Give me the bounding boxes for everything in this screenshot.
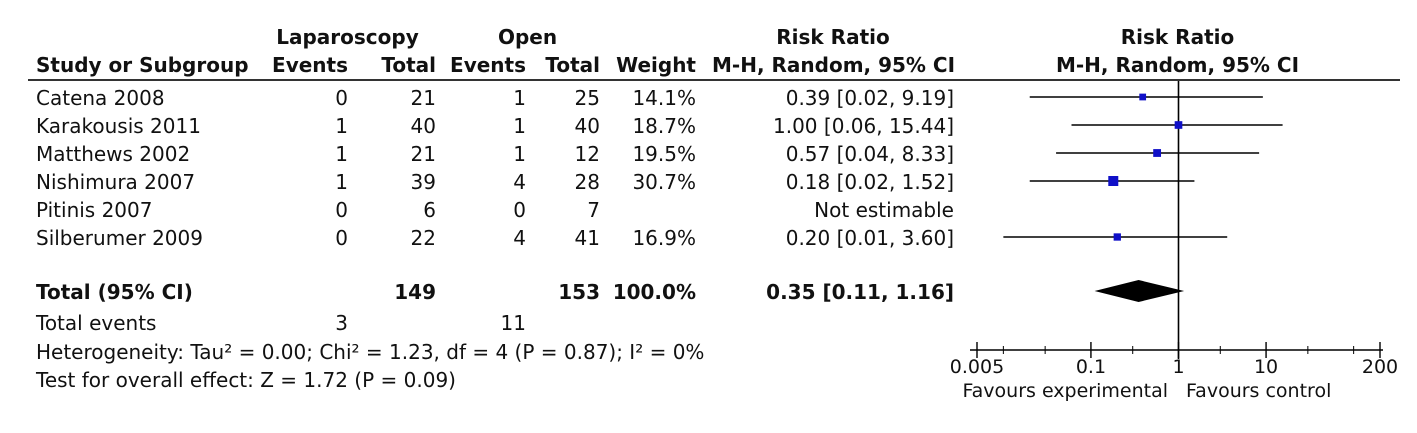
events1-cell: 0: [335, 226, 348, 250]
study-header: Study or Subgroup: [36, 53, 249, 77]
study-name: Catena 2008: [36, 86, 165, 110]
total1-cell: 21: [410, 86, 436, 110]
total-weight: 100.0%: [612, 280, 696, 304]
total1-cell: 6: [423, 198, 436, 222]
rr-method-header: M-H, Random, 95% CI: [712, 53, 956, 77]
total1-cell: 21: [410, 142, 436, 166]
weight-header: Weight: [616, 53, 696, 77]
events2-cell: 4: [513, 170, 526, 194]
total2-cell: 25: [574, 86, 600, 110]
favours-control-label: Favours control: [1186, 380, 1331, 402]
rr-cell: 0.39 [0.02, 9.19]: [785, 86, 954, 110]
rr-cell: 1.00 [0.06, 15.44]: [773, 114, 954, 138]
weight-cell: 18.7%: [632, 114, 696, 138]
total2-cell: 40: [574, 114, 600, 138]
events2-cell: 0: [513, 198, 526, 222]
x-tick-label: 200: [1362, 356, 1398, 378]
favours-experimental-label: Favours experimental: [962, 380, 1168, 402]
overall-effect-text: Test for overall effect: Z = 1.72 (P = 0…: [36, 368, 456, 392]
group1-header: Laparoscopy: [276, 25, 419, 49]
total-events2: 11: [500, 311, 526, 335]
group2-header: Open: [497, 25, 558, 49]
events1-cell: 1: [335, 142, 348, 166]
total1-cell: 40: [410, 114, 436, 138]
pooled-diamond: [1094, 280, 1185, 302]
study-name: Silberumer 2009: [36, 226, 203, 250]
total2-sum: 153: [558, 280, 600, 304]
total1-cell: 39: [410, 170, 436, 194]
total2-header: Total: [545, 53, 600, 77]
total1-header: Total: [381, 53, 436, 77]
plot-subtitle: M-H, Random, 95% CI: [1055, 53, 1300, 77]
x-tick-label: 1: [1172, 356, 1184, 378]
x-tick-label: 0.1: [1076, 356, 1106, 378]
study-name: Nishimura 2007: [36, 170, 196, 194]
events2-cell: 1: [513, 114, 526, 138]
study-name: Matthews 2002: [36, 142, 191, 166]
study-marker: [1113, 233, 1121, 241]
events1-cell: 0: [335, 198, 348, 222]
rr-cell: 0.20 [0.01, 3.60]: [785, 226, 954, 250]
x-tick-label: 10: [1254, 356, 1278, 378]
total-label: Total (95% CI): [36, 280, 193, 304]
total1-cell: 22: [410, 226, 436, 250]
rr-cell: Not estimable: [814, 198, 954, 222]
events2-cell: 1: [513, 142, 526, 166]
events1-header: Events: [272, 53, 348, 77]
total-events1: 3: [335, 311, 348, 335]
study-marker: [1108, 176, 1119, 186]
total2-cell: 7: [587, 198, 600, 222]
total-rr: 0.35 [0.11, 1.16]: [766, 280, 954, 304]
rr-cell: 0.18 [0.02, 1.52]: [785, 170, 954, 194]
heterogeneity-text: Heterogeneity: Tau² = 0.00; Chi² = 1.23,…: [36, 340, 705, 364]
total-events-label: Total events: [36, 311, 157, 335]
total2-cell: 41: [574, 226, 600, 250]
study-name: Pitinis 2007: [36, 198, 153, 222]
events1-cell: 1: [335, 114, 348, 138]
study-marker: [1153, 149, 1162, 157]
weight-cell: 19.5%: [632, 142, 696, 166]
events1-cell: 1: [335, 170, 348, 194]
weight-cell: 14.1%: [632, 86, 696, 110]
x-tick-label: 0.005: [950, 356, 1004, 378]
rr-cell: 0.57 [0.04, 8.33]: [785, 142, 954, 166]
events1-cell: 0: [335, 86, 348, 110]
total1-sum: 149: [394, 280, 436, 304]
total2-cell: 28: [574, 170, 600, 194]
study-marker: [1174, 121, 1183, 129]
events2-cell: 4: [513, 226, 526, 250]
events2-cell: 1: [513, 86, 526, 110]
study-name: Karakousis 2011: [36, 114, 201, 138]
plot-title: Risk Ratio: [1120, 25, 1235, 49]
risk-ratio-header-table: Risk Ratio: [776, 25, 890, 49]
header-divider: [28, 79, 1400, 81]
events2-header: Events: [450, 53, 526, 77]
weight-cell: 30.7%: [632, 170, 696, 194]
weight-cell: 16.9%: [632, 226, 696, 250]
total2-cell: 12: [574, 142, 600, 166]
study-marker: [1139, 93, 1147, 101]
